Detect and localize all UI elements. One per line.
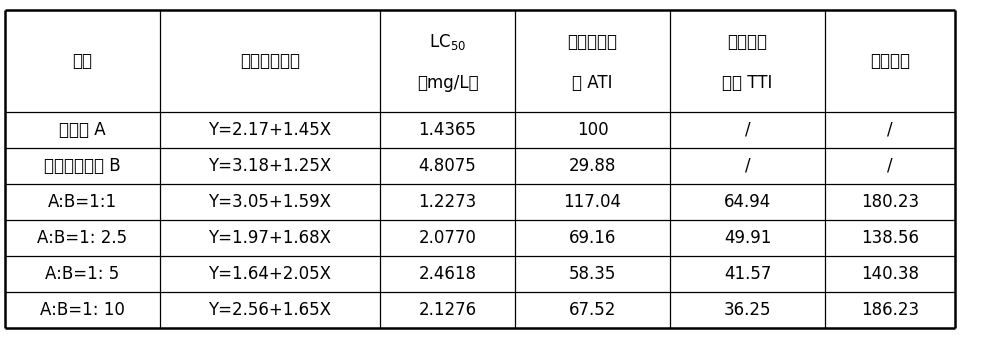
Text: 1.4365: 1.4365	[418, 121, 477, 139]
Text: 2.4618: 2.4618	[418, 265, 477, 283]
Text: Y=3.18+1.25X: Y=3.18+1.25X	[208, 156, 332, 175]
Text: 高效氯氰菊酯 B: 高效氯氰菊酯 B	[44, 156, 121, 175]
Text: 4.8075: 4.8075	[419, 156, 476, 175]
Text: （mg/L）: （mg/L）	[417, 74, 478, 92]
Text: Y=2.17+1.45X: Y=2.17+1.45X	[208, 121, 332, 139]
Text: 140.38: 140.38	[861, 265, 919, 283]
Text: A:B=1: 5: A:B=1: 5	[45, 265, 120, 283]
Text: 117.04: 117.04	[564, 193, 622, 211]
Text: 180.23: 180.23	[861, 193, 919, 211]
Text: A:B=1: 2.5: A:B=1: 2.5	[37, 229, 128, 247]
Text: 69.16: 69.16	[569, 229, 616, 247]
Text: A:B=1:1: A:B=1:1	[48, 193, 117, 211]
Text: /: /	[887, 156, 893, 175]
Text: 2.0770: 2.0770	[419, 229, 476, 247]
Text: Y=3.05+1.59X: Y=3.05+1.59X	[208, 193, 332, 211]
Text: Y=2.56+1.65X: Y=2.56+1.65X	[208, 301, 332, 319]
Text: 1.2273: 1.2273	[418, 193, 477, 211]
Text: 29.88: 29.88	[569, 156, 616, 175]
Text: 共毒系数: 共毒系数	[870, 52, 910, 70]
Text: LC$_{50}$: LC$_{50}$	[429, 32, 466, 52]
Text: 49.91: 49.91	[724, 229, 771, 247]
Text: 虱螨脲 A: 虱螨脲 A	[59, 121, 106, 139]
Text: 36.25: 36.25	[724, 301, 771, 319]
Text: Y=1.97+1.68X: Y=1.97+1.68X	[208, 229, 332, 247]
Text: 67.52: 67.52	[569, 301, 616, 319]
Text: Y=1.64+2.05X: Y=1.64+2.05X	[208, 265, 332, 283]
Text: 数 ATI: 数 ATI	[572, 74, 613, 92]
Text: 58.35: 58.35	[569, 265, 616, 283]
Text: 2.1276: 2.1276	[418, 301, 477, 319]
Text: 理论毒力: 理论毒力	[728, 33, 768, 51]
Text: 186.23: 186.23	[861, 301, 919, 319]
Text: 毒力回归曲线: 毒力回归曲线	[240, 52, 300, 70]
Text: /: /	[745, 121, 750, 139]
Text: /: /	[745, 156, 750, 175]
Text: 药剂: 药剂	[72, 52, 92, 70]
Text: A:B=1: 10: A:B=1: 10	[40, 301, 125, 319]
Text: 指数 TTI: 指数 TTI	[722, 74, 773, 92]
Text: 64.94: 64.94	[724, 193, 771, 211]
Text: 实测毒力指: 实测毒力指	[568, 33, 618, 51]
Text: 41.57: 41.57	[724, 265, 771, 283]
Text: 100: 100	[577, 121, 608, 139]
Text: /: /	[887, 121, 893, 139]
Text: 138.56: 138.56	[861, 229, 919, 247]
